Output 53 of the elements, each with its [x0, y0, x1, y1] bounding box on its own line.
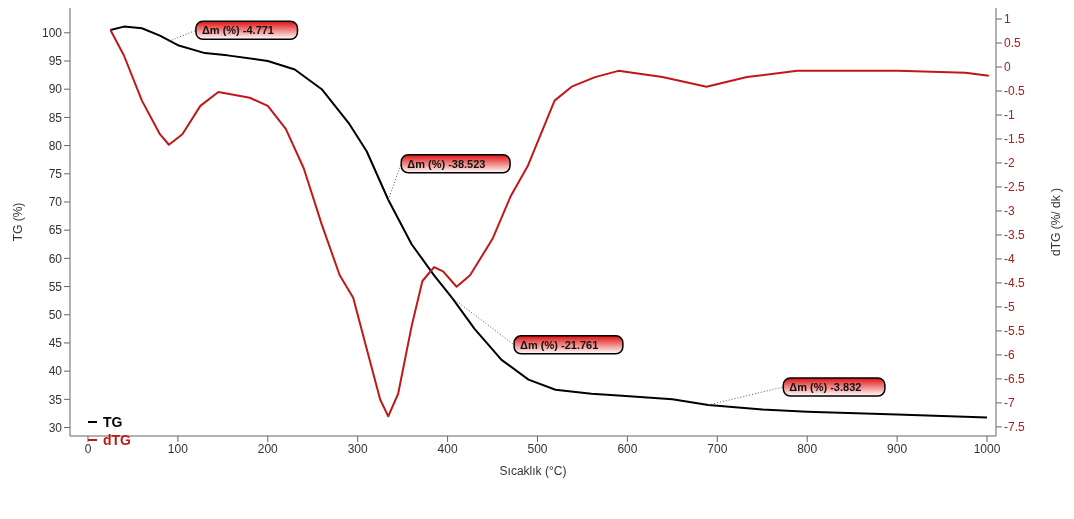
- x-tick-label: 300: [347, 441, 369, 456]
- x-tick-label: 200: [257, 441, 279, 456]
- y2-tick-label: 1: [1004, 12, 1011, 27]
- y2-tick-label: 0: [1004, 60, 1011, 75]
- x-tick-label: 400: [437, 441, 458, 456]
- y2-tick-label: -5: [1004, 300, 1015, 315]
- y2-tick-label: -0.5: [1004, 84, 1025, 99]
- y-tick-label: 100: [41, 26, 63, 41]
- y2-tick-label: -1.5: [1004, 132, 1025, 147]
- y-tick-label: 55: [48, 279, 63, 294]
- annotation: Δm (%) -21.761: [520, 338, 599, 351]
- y-tick-label: 35: [48, 392, 63, 407]
- x-tick-label: 600: [617, 441, 638, 456]
- y-tick-label: 65: [48, 223, 63, 238]
- y-tick-label: 95: [48, 54, 63, 69]
- y2-tick-label: -1: [1004, 108, 1015, 123]
- y-tick-label: 80: [48, 138, 63, 153]
- x-tick-label: 700: [707, 441, 728, 456]
- y2-tick-label: -3.5: [1004, 228, 1025, 243]
- y-tick-label: 30: [48, 420, 63, 435]
- y2-tick-label: -2.5: [1004, 180, 1025, 195]
- y2-tick-label: -2: [1004, 156, 1015, 171]
- annotation: Δm (%) -4.771: [201, 24, 274, 37]
- y2-tick-label: -4.5: [1004, 276, 1025, 291]
- y2-axis-title: dTG (%/ dk ): [1049, 187, 1064, 257]
- y2-tick-label: -4: [1004, 252, 1015, 267]
- y-axis-title: TG (%): [11, 202, 26, 242]
- y-tick-label: 90: [48, 82, 63, 97]
- x-tick-label: 500: [527, 441, 548, 456]
- x-tick-label: 800: [797, 441, 818, 456]
- annotation: Δm (%) -3.832: [789, 380, 862, 393]
- legend-label: TG: [102, 413, 124, 431]
- y-tick-label: 60: [48, 251, 63, 266]
- y-tick-label: 45: [48, 336, 63, 351]
- y2-tick-label: 0.5: [1004, 36, 1022, 51]
- x-axis-title: Sıcaklık (°C): [499, 464, 567, 478]
- annotation: Δm (%) -38.523: [407, 157, 486, 170]
- y2-tick-label: -6: [1004, 348, 1015, 363]
- y-tick-label: 50: [48, 308, 63, 323]
- y2-tick-label: -7: [1004, 396, 1015, 411]
- x-tick-label: 900: [887, 441, 908, 456]
- y-tick-label: 40: [48, 364, 63, 379]
- x-tick-label: 0: [84, 441, 92, 456]
- y2-tick-label: -3: [1004, 204, 1015, 219]
- y2-tick-label: -7.5: [1004, 420, 1025, 435]
- y2-tick-label: -6.5: [1004, 372, 1025, 387]
- y-tick-label: 75: [48, 167, 63, 182]
- legend-label: dTG: [103, 432, 131, 448]
- y-tick-label: 70: [48, 195, 63, 210]
- x-tick-label: 1000: [973, 441, 1001, 456]
- y2-tick-label: -5.5: [1004, 324, 1025, 339]
- y-tick-label: 85: [48, 110, 63, 125]
- x-tick-label: 100: [167, 441, 189, 456]
